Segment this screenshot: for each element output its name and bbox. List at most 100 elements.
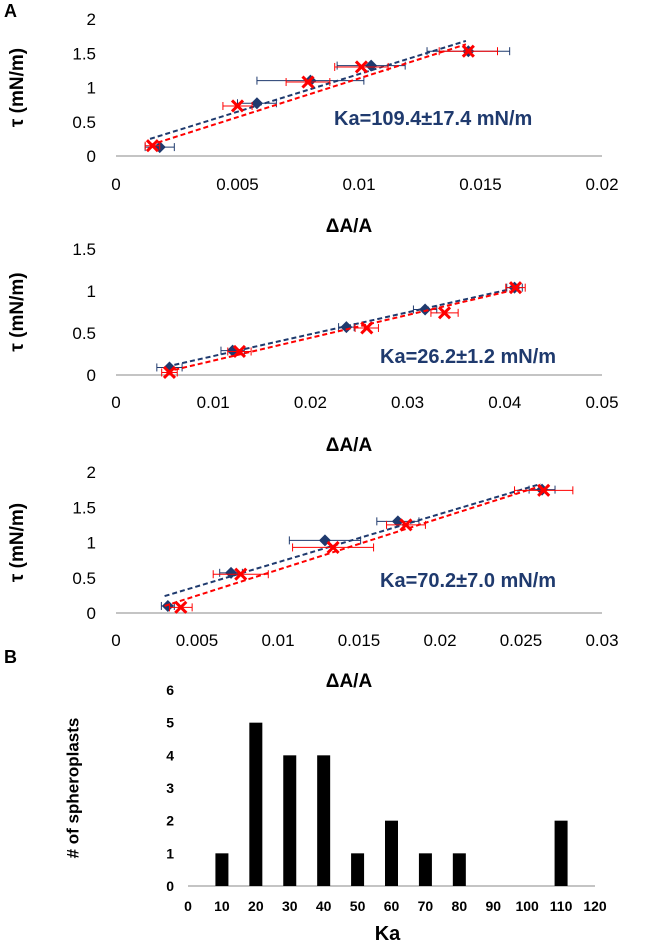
x-marker-stroke [360, 321, 374, 335]
data-point-x [234, 567, 248, 581]
scatter-chart-a3: 0 0.005 0.01 0.015 0.02 0.025 0.03 0 0.5 1 1.5 2 ΔA/… [7, 463, 619, 692]
x-tick-label: 90 [485, 898, 501, 914]
data-point-x [326, 540, 340, 554]
panel-label-a: A [4, 1, 17, 21]
series-red-x [161, 281, 526, 380]
x-tick-label: 30 [282, 898, 298, 914]
data-point-x [232, 344, 247, 359]
y-axis-label: τ (mN/m) [7, 272, 28, 351]
x-tick-label: 0.05 [585, 393, 618, 412]
x-tick-label: 0 [111, 631, 120, 650]
y-tick-label: 0.5 [72, 569, 96, 588]
x-tick-label: 110 [550, 898, 573, 914]
series-blue-diamond [144, 39, 511, 154]
fit-line [149, 39, 467, 140]
data-point-x [145, 139, 160, 153]
x-tick-label: 0.02 [585, 175, 618, 194]
y-tick-label: 0 [87, 366, 96, 385]
y-tick-label: 1 [87, 534, 96, 553]
histogram-bar [351, 853, 365, 886]
histogram-bar [452, 853, 466, 886]
x-tick-label: 60 [384, 898, 400, 914]
y-tick-label: 0 [166, 878, 174, 894]
fit-line [149, 43, 467, 146]
y-tick-label: 6 [166, 682, 174, 698]
data-point-x [174, 600, 188, 614]
data-point-x [301, 75, 315, 89]
data-point-x [537, 483, 551, 497]
data-point-x [508, 281, 523, 295]
data-point-diamond [340, 321, 353, 334]
panel-label-b: B [4, 647, 17, 667]
bar-chart-ka-histogram: 0 10 20 30 40 50 60 70 80 90 100 110 120 0 1 2 3 4 5 6 Ka # o… [63, 682, 606, 944]
x-tick-label: 80 [452, 898, 468, 914]
y-tick-label: 2 [87, 10, 96, 29]
x-marker-stroke [399, 518, 413, 532]
x-tick-label: 0 [111, 393, 120, 412]
x-marker-stroke [437, 306, 452, 320]
data-point-x [461, 44, 475, 58]
x-marker-stroke [461, 44, 475, 58]
x-marker-stroke [354, 60, 368, 74]
x-tick-label: 0.015 [338, 631, 381, 650]
x-tick-label: 0.01 [342, 175, 375, 194]
y-axis-label: τ (mN/m) [7, 503, 28, 582]
y-tick-label: 0.5 [72, 113, 96, 132]
x-marker-stroke [145, 139, 160, 153]
x-tick-label: 0.01 [261, 631, 294, 650]
ka-annotation: Ka=26.2±1.2 mN/m [380, 346, 556, 368]
data-point-diamond [419, 303, 432, 316]
series-red-x [164, 483, 574, 614]
y-axis-label: τ (mN/m) [7, 48, 28, 127]
ka-annotation: Ka=70.2±7.0 mN/m [380, 570, 556, 592]
y-tick-label: 4 [166, 747, 174, 763]
x-axis-label: ΔA/A [326, 671, 373, 692]
data-point-x [437, 306, 452, 320]
data-point-diamond [250, 97, 263, 110]
data-point-diamond [391, 515, 404, 528]
y-tick-label: 0 [87, 604, 96, 623]
y-tick-label: 2 [87, 463, 96, 482]
x-tick-label: 0.02 [423, 631, 456, 650]
x-tick-label: 0.03 [585, 631, 618, 650]
data-point-x [399, 518, 413, 532]
y-tick-label: 1.5 [72, 498, 96, 517]
x-tick-label: 10 [214, 898, 230, 914]
fit-line [166, 290, 510, 373]
x-tick-label: 70 [418, 898, 434, 914]
x-marker-stroke [326, 540, 340, 554]
x-tick-label: 0.025 [500, 631, 543, 650]
data-point-diamond [225, 566, 238, 579]
x-axis-label: ΔA/A [326, 216, 373, 237]
y-axis-label: # of spheroplasts [63, 718, 82, 859]
histogram-bar [215, 853, 229, 886]
data-point-diamond [365, 59, 378, 72]
x-axis-label: ΔA/A [326, 435, 373, 456]
x-tick-label: 0.01 [197, 393, 230, 412]
x-tick-label: 40 [316, 898, 332, 914]
x-tick-label: 50 [350, 898, 366, 914]
ka-annotation: Ka=109.4±17.4 mN/m [334, 108, 532, 130]
data-point-x [230, 99, 245, 113]
data-point-x [360, 321, 374, 335]
x-marker-stroke [508, 281, 523, 295]
x-tick-label: 0.02 [294, 393, 327, 412]
x-marker-stroke [537, 483, 551, 497]
x-tick-label: 0.005 [176, 631, 219, 650]
x-marker-stroke [232, 344, 247, 359]
y-tick-label: 0 [87, 147, 96, 166]
x-tick-label: 0 [184, 898, 192, 914]
x-tick-label: 120 [583, 898, 607, 914]
x-tick-label: 0.005 [216, 175, 259, 194]
histogram-bar [283, 755, 297, 886]
scatter-chart-a2: 0 0.01 0.02 0.03 0.04 0.05 0 0.5 1 1.5 ΔA/A τ (mN/m… [7, 240, 619, 456]
y-tick-label: 5 [166, 715, 174, 731]
y-tick-label: 2 [166, 813, 174, 829]
histogram-bar [317, 755, 331, 886]
y-tick-label: 1 [87, 282, 96, 301]
x-tick-label: 100 [515, 898, 539, 914]
data-point-x [162, 365, 177, 380]
y-tick-label: 3 [166, 780, 174, 796]
x-marker-stroke [174, 600, 188, 614]
